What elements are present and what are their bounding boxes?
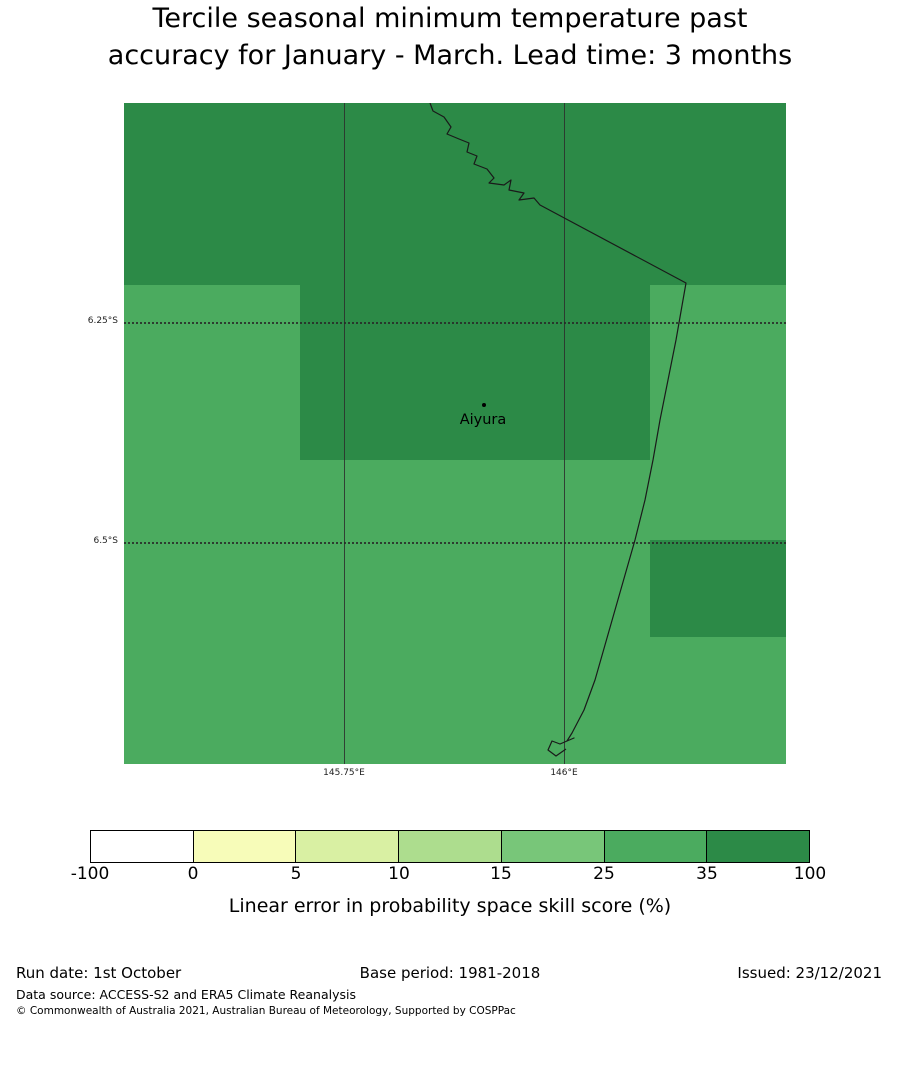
coastline-path <box>429 103 687 757</box>
colorbar-segment-3 <box>295 831 399 862</box>
map-region-central-block <box>300 285 650 460</box>
map-region-north-band <box>124 103 786 285</box>
xtick-146e: 146°E <box>550 768 578 778</box>
gridline-lon-146e <box>564 103 565 764</box>
xtick-145-75e: 145.75°E <box>323 768 365 778</box>
colorbar-tick-5: 5 <box>290 864 302 884</box>
colorbar-tick-25: 25 <box>593 864 615 884</box>
colorbar-segment-5 <box>500 831 604 862</box>
colorbar-segment-2 <box>192 831 296 862</box>
colorbar-segment-4 <box>398 831 501 862</box>
map-canvas: Aiyura <box>124 103 786 764</box>
ytick-6-25s: 6.25°S <box>87 316 118 326</box>
figure-title: Tercile seasonal minimum temperature pas… <box>0 0 900 74</box>
colorbar-label: Linear error in probability space skill … <box>228 895 672 917</box>
issued-date-text: Issued: 23/12/2021 <box>737 964 882 982</box>
figure-title-line1: Tercile seasonal minimum temperature pas… <box>152 3 748 34</box>
map-region-east-patch <box>650 540 786 637</box>
colorbar-tick-35: 35 <box>696 864 718 884</box>
colorbar-tick-neg100: -100 <box>70 864 110 884</box>
data-source-text: Data source: ACCESS-S2 and ERA5 Climate … <box>16 987 356 1002</box>
copyright-text: © Commonwealth of Australia 2021, Austra… <box>16 1005 516 1017</box>
ytick-6-5s: 6.5°S <box>93 536 118 546</box>
colorbar <box>90 830 810 863</box>
colorbar-segment-7 <box>706 831 810 862</box>
gridline-lat-6-25s <box>124 322 786 324</box>
station-marker-dot <box>482 403 486 407</box>
station-label: Aiyura <box>459 412 507 428</box>
figure-title-line2: accuracy for January - March. Lead time:… <box>107 40 793 71</box>
colorbar-tick-15: 15 <box>490 864 512 884</box>
gridline-lon-145-75e <box>344 103 345 764</box>
colorbar-tick-0: 0 <box>187 864 199 884</box>
gridline-lat-6-5s <box>124 542 786 544</box>
run-date-text: Run date: 1st October <box>16 964 182 982</box>
base-period-text: Base period: 1981-2018 <box>359 964 541 982</box>
colorbar-tick-100: 100 <box>793 864 827 884</box>
colorbar-segment-6 <box>603 831 707 862</box>
colorbar-tick-10: 10 <box>388 864 410 884</box>
colorbar-segment-1 <box>91 831 193 862</box>
